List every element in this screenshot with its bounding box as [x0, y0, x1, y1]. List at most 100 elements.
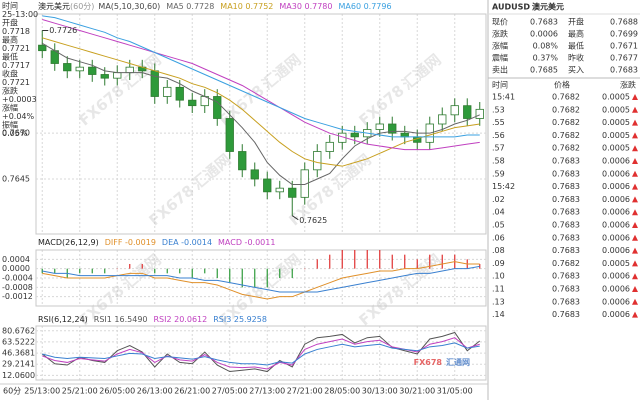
trade-change: 0.0006 [602, 272, 630, 281]
macd-bar [379, 250, 381, 269]
legend-entry: MA60 0.7796 [338, 2, 391, 11]
quote-value: 0.7683 [530, 18, 558, 27]
trade-price: 0.7682 [552, 93, 580, 102]
x-tick-label: 30/13:00 [362, 387, 398, 396]
info-label: 涨幅 [2, 103, 18, 113]
quote-value: 0.7683 [610, 66, 638, 75]
quote-value: 0.7699 [610, 30, 638, 39]
indicator: MA(5,10,30,60) [98, 2, 160, 11]
quote-label: 涨跌 [492, 29, 508, 39]
legend-entry: RSI2 20.0612 [154, 315, 208, 324]
title: RSI(6,12,24) [38, 315, 88, 324]
trade-header: 时间 [492, 80, 508, 90]
logo-name: 汇通网 [446, 357, 470, 367]
quote-value: 0.7671 [610, 42, 638, 51]
candle-body [263, 178, 272, 193]
trade-change: 0.0006 [602, 221, 630, 230]
macd-bar [204, 268, 206, 274]
macd-bar [391, 254, 393, 269]
macd-bar [216, 268, 218, 278]
trade-price: 0.7682 [552, 131, 580, 140]
info-label: 最高 [2, 35, 18, 45]
macd-bar [279, 268, 281, 278]
subtitle: (60分) [70, 2, 94, 11]
quote-label: 卖出 [492, 65, 508, 75]
candle-body [350, 132, 359, 138]
trade-change: 0.0005 [602, 105, 630, 114]
min-label: 0.7625 [299, 216, 327, 225]
trade-change: 0.0006 [602, 285, 630, 294]
candle-body [88, 66, 97, 75]
trade-change: 0.0005 [602, 259, 630, 268]
macd-bar [354, 250, 356, 269]
y-tick-label: 0.7670 [2, 129, 30, 138]
series-line [42, 19, 480, 151]
trade-price: 0.7683 [552, 208, 580, 217]
trade-time: .53 [492, 105, 505, 114]
trade-time: .09 [492, 259, 505, 268]
up-arrow [632, 234, 638, 241]
quote-label: 现价 [492, 18, 508, 27]
up-arrow [632, 247, 638, 254]
trade-price: 0.7683 [552, 182, 580, 191]
candle-body [125, 66, 134, 74]
trade-price: 0.7683 [552, 233, 580, 242]
series-line [41, 331, 481, 373]
up-arrow [632, 260, 638, 267]
trade-price: 0.7683 [552, 246, 580, 255]
macd-bar [329, 254, 331, 269]
candle-body [300, 169, 309, 198]
candle-body [375, 123, 384, 130]
quote-value: 0.0006 [530, 30, 558, 39]
y-tick-label: -0.0008 [2, 283, 33, 292]
macd-bar [179, 268, 181, 274]
info-label: 最低 [2, 52, 18, 62]
trade-change: 0.0006 [602, 182, 630, 191]
candle-body [63, 63, 72, 72]
y-tick-label: 0.7645 [2, 175, 30, 184]
series-line [41, 42, 480, 185]
series-line [42, 342, 480, 366]
macd-bar [304, 268, 306, 270]
trade-header: 涨跌 [620, 80, 636, 90]
x-tick-label: 27/21:00 [287, 387, 323, 396]
trade-change: 0.0006 [602, 310, 630, 319]
trade-time: .56 [492, 131, 505, 140]
macd-bar [404, 254, 406, 269]
up-arrow [632, 119, 638, 126]
quote-value: 0.37% [533, 54, 559, 63]
x-tick-label: 30/21:00 [399, 387, 435, 396]
trade-change: 0.0006 [602, 246, 630, 255]
trade-change: 0.0005 [602, 118, 630, 127]
candle-body [113, 72, 122, 79]
info-value: 25-13:00 [2, 10, 38, 19]
up-arrow [632, 170, 638, 177]
macd-bar [441, 254, 443, 269]
info-label: 振幅 [2, 120, 18, 130]
trade-time: .11 [492, 285, 505, 294]
trade-time: .02 [492, 195, 505, 204]
panel-frame [35, 13, 487, 235]
quote-label: 涨幅 [492, 41, 508, 51]
macd-bar [416, 259, 418, 269]
y-tick-label: 0.0000 [2, 264, 30, 273]
macd-bar [229, 268, 231, 283]
candle-body [400, 132, 409, 138]
up-arrow [632, 94, 638, 100]
trade-time: .06 [492, 233, 505, 242]
up-arrow [632, 196, 638, 203]
info-value: 0.05% [2, 129, 28, 138]
candle-body [213, 96, 222, 119]
macd-bar [291, 268, 293, 278]
candle-body [388, 123, 397, 134]
trade-price: 0.7683 [552, 285, 580, 294]
y-tick-label: 63.5222 [2, 337, 35, 346]
trade-price: 0.7683 [552, 310, 580, 319]
quote-label: 最低 [568, 41, 584, 51]
candle-body [75, 66, 84, 72]
candle-body [188, 99, 197, 107]
up-arrow [632, 183, 638, 190]
up-arrow [632, 222, 638, 228]
y-tick-label: 0.0004 [2, 255, 30, 264]
